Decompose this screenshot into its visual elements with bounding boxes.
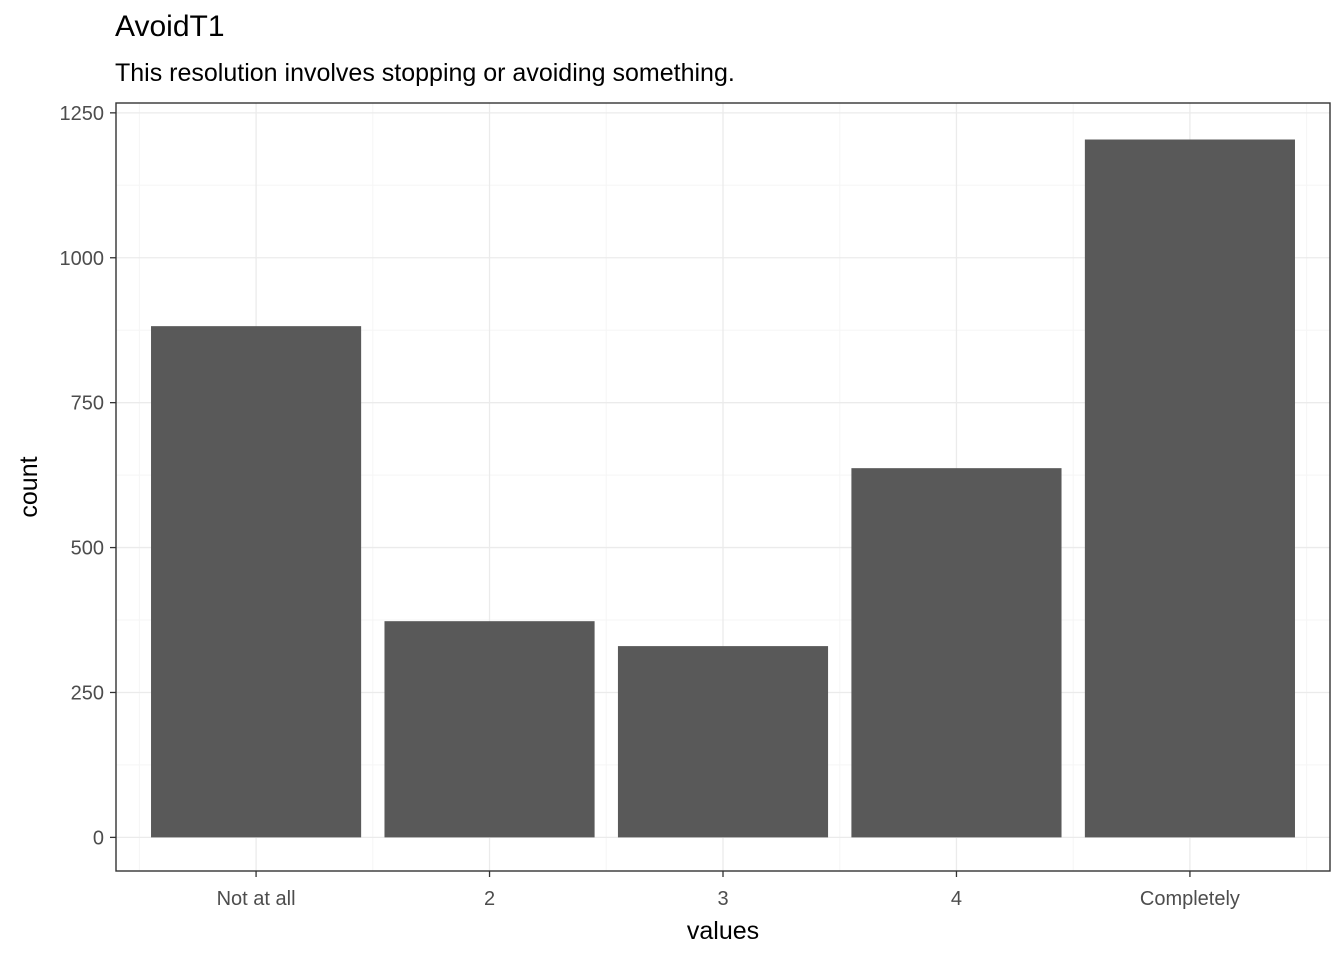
x-tick-label: 4 <box>951 888 962 910</box>
y-axis-title: count <box>15 456 43 517</box>
chart-subtitle: This resolution involves stopping or avo… <box>115 59 735 87</box>
x-tick-label: Completely <box>1140 888 1240 910</box>
y-tick-label: 500 <box>71 538 104 560</box>
bar-4 <box>1084 139 1295 838</box>
x-tick-label: Not at all <box>217 888 296 910</box>
bar-2 <box>617 646 829 838</box>
chart-title: AvoidT1 <box>115 10 225 43</box>
bar-3 <box>851 468 1062 838</box>
bar-1 <box>384 621 595 838</box>
x-axis-title: values <box>687 917 759 945</box>
y-tick-label: 0 <box>93 827 104 849</box>
y-tick-label: 1250 <box>60 103 105 125</box>
y-tick-label: 1000 <box>60 248 105 270</box>
bar-0 <box>151 326 362 838</box>
y-axis: 0 250 500 750 1000 1250 <box>60 103 116 849</box>
x-tick-label: 2 <box>484 888 495 910</box>
y-tick-label: 250 <box>71 682 104 704</box>
bars <box>151 139 1295 838</box>
y-tick-label: 750 <box>71 393 104 415</box>
x-tick-label: 3 <box>717 888 728 910</box>
x-axis: Not at all 2 3 4 Completely <box>217 871 1240 910</box>
